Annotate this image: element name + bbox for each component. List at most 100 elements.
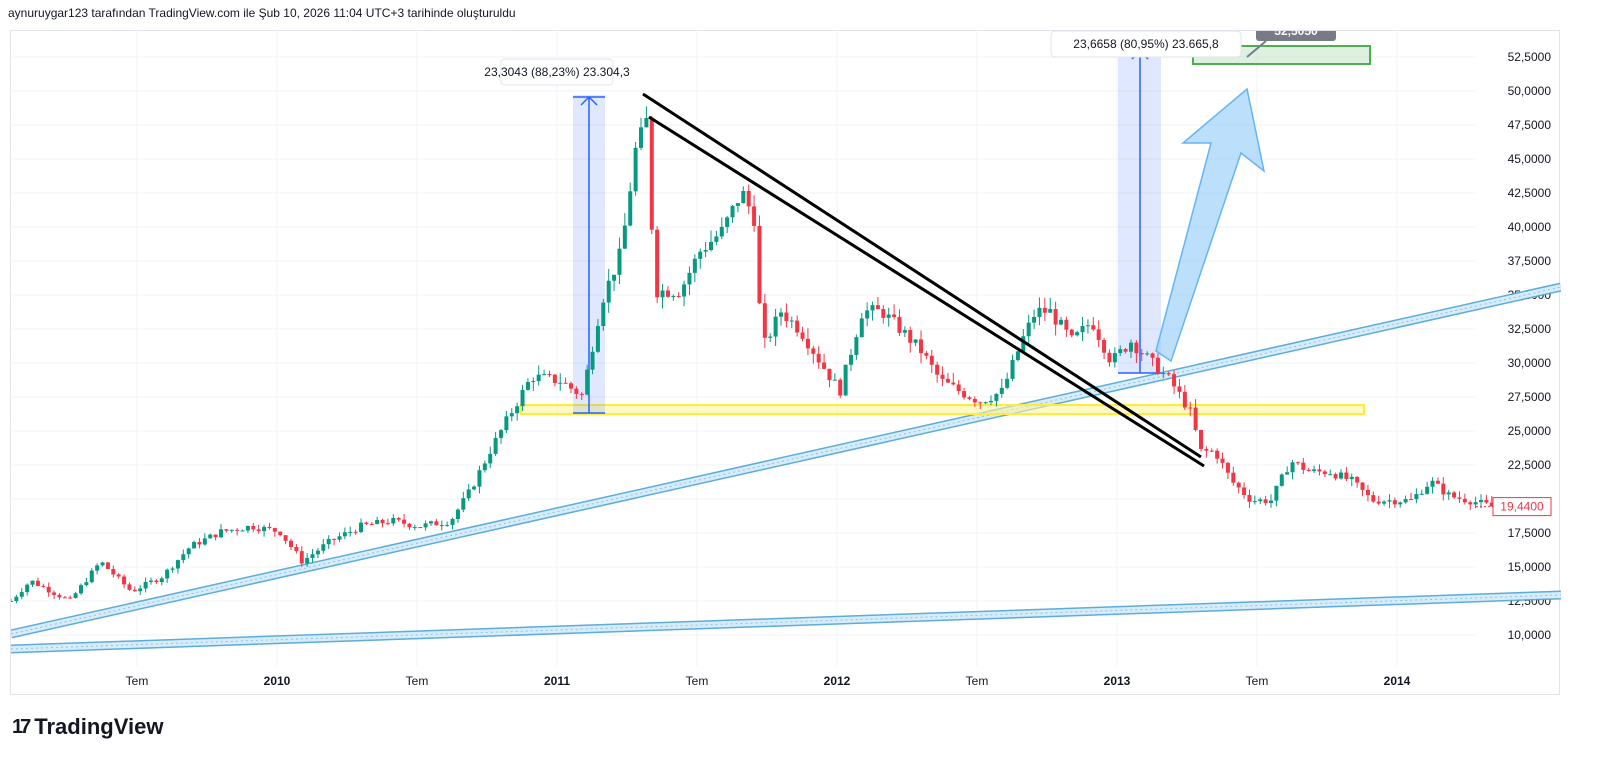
candle-body — [1145, 353, 1150, 355]
candle-body — [1042, 307, 1047, 313]
candle-body — [703, 250, 708, 252]
candle-body — [1075, 332, 1080, 336]
candle-body — [698, 251, 703, 259]
candle-body — [838, 379, 843, 396]
candle-body — [1064, 319, 1069, 330]
candle-body — [11, 601, 13, 602]
candle-body — [1446, 492, 1451, 495]
candle-body — [1392, 500, 1397, 505]
candle-body — [41, 585, 46, 587]
candle-body — [1069, 329, 1074, 336]
candle-body — [655, 229, 660, 298]
candle-body — [283, 535, 288, 541]
candle-body — [1419, 493, 1424, 495]
candle-body — [122, 576, 127, 585]
candle-body — [73, 593, 78, 598]
candle-body — [1177, 386, 1182, 392]
candle-body — [1231, 472, 1236, 483]
candle-body — [994, 393, 999, 401]
candle-body — [1209, 450, 1214, 452]
price-chart[interactable]: 52,5000 50,0000 47,5000 45,0000 42,5000 40,00… — [11, 31, 1561, 696]
price-tick-label: 52,5000 — [1508, 50, 1552, 64]
candle-body — [229, 529, 234, 531]
candle-body — [1010, 360, 1015, 379]
lower-trend-channel-mid — [11, 594, 1561, 650]
tradingview-logo[interactable]: 17 TradingView — [12, 714, 163, 740]
target-tag-text: 52,5050 — [1274, 31, 1318, 38]
candle-body — [644, 117, 649, 128]
time-tick-label: 2012 — [824, 674, 851, 688]
candle-body — [628, 191, 633, 226]
candle-body — [1462, 498, 1467, 503]
candle-body — [682, 284, 687, 297]
candle-body — [240, 530, 245, 532]
candle-body — [590, 351, 595, 370]
price-tick-label: 22,5000 — [1508, 458, 1552, 472]
time-tick-label: 2011 — [544, 674, 570, 688]
measure-1-label-box — [500, 58, 614, 86]
time-tick-label: 2014 — [1384, 674, 1411, 688]
candle-body — [1139, 353, 1144, 355]
candle-body — [617, 248, 622, 275]
candle-body — [1032, 316, 1037, 323]
candle-body — [1403, 499, 1408, 503]
candle-body — [1059, 319, 1063, 325]
candle-body — [773, 316, 778, 337]
candle-body — [800, 332, 805, 339]
candle-body — [1155, 357, 1160, 374]
candle-body — [321, 544, 326, 551]
candle-body — [547, 374, 552, 376]
time-tick-label: 2013 — [1104, 674, 1131, 688]
candle-body — [595, 325, 600, 352]
resistance-trendline-1 — [642, 92, 1202, 459]
candle-body — [326, 538, 331, 545]
candle-body — [504, 416, 509, 431]
candle-body — [391, 517, 396, 524]
candle-body — [461, 498, 466, 510]
candle-body — [1430, 480, 1435, 487]
candle-body — [1166, 373, 1171, 375]
price-tick-label: 37,5000 — [1508, 254, 1552, 268]
time-tick-label: Tem — [406, 674, 429, 688]
candle-body — [779, 312, 783, 317]
candle-body — [908, 330, 913, 343]
candle-body — [477, 470, 482, 487]
candle-body — [1123, 349, 1128, 352]
upper-trend-channel-fill — [11, 284, 1561, 637]
measure-2-label-box — [1050, 31, 1242, 58]
candle-body — [170, 568, 175, 570]
candle-body — [1150, 353, 1155, 358]
candle-body — [294, 547, 299, 552]
candle-body — [455, 509, 460, 519]
time-tick-label: 2010 — [264, 674, 291, 688]
candle-body — [622, 225, 627, 249]
candle-body — [849, 354, 853, 365]
candle-body — [1484, 499, 1489, 503]
candle-body — [574, 388, 579, 394]
candle-body — [919, 339, 923, 354]
price-tick-label: 40,0000 — [1508, 220, 1552, 234]
candle-body — [30, 580, 35, 585]
candle-body — [267, 526, 272, 529]
candle-body — [1382, 501, 1387, 504]
candle-body — [348, 531, 353, 533]
price-tick-label: 15,0000 — [1508, 560, 1552, 574]
candle-body — [299, 551, 304, 564]
candle-body — [1085, 325, 1090, 327]
price-tick-label: 32,5000 — [1508, 322, 1552, 336]
candle-body — [192, 542, 197, 549]
candle-body — [892, 314, 897, 317]
candle-body — [46, 586, 51, 593]
projection-arrow — [1155, 87, 1266, 363]
candle-body — [1409, 499, 1413, 501]
candle-body — [1199, 429, 1203, 449]
candle-body — [1037, 307, 1042, 317]
chart-area[interactable]: 52,5000 50,0000 47,5000 45,0000 42,5000 40,00… — [10, 30, 1561, 696]
candle-body — [1365, 489, 1370, 496]
price-tick-label: 47,5000 — [1508, 118, 1552, 132]
candle-body — [709, 241, 713, 251]
candle-body — [1102, 339, 1107, 353]
candle-body — [488, 453, 493, 464]
candle-body — [127, 584, 132, 590]
candle-body — [671, 296, 676, 298]
